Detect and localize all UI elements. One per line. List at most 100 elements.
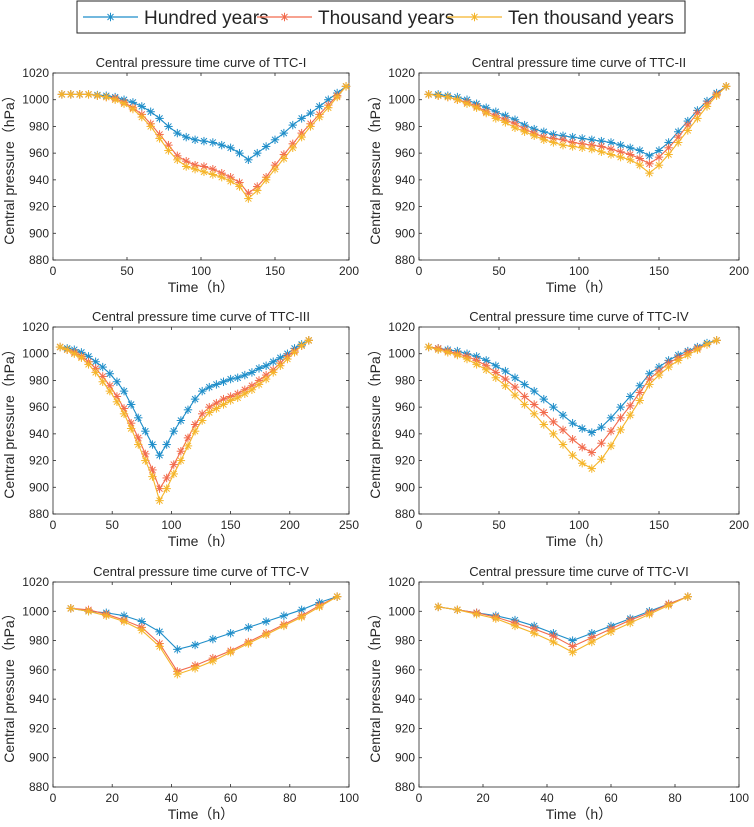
panel-ttc-iii-series-thousand-years-point-d2 bbox=[205, 403, 213, 411]
panel-ttc-i-series-ten-thousand-years-point bbox=[235, 182, 244, 191]
panel-ttc-iv-series-ten-thousand-years-point-d2 bbox=[434, 346, 442, 354]
panel-ttc-v-xtick-label: 40 bbox=[165, 791, 179, 805]
panel-ttc-i-series-hundred-years-point bbox=[128, 98, 138, 107]
panel-ttc-i-ytick-label: 980 bbox=[29, 119, 49, 133]
panel-ttc-i-series-hundred-years-point bbox=[261, 142, 271, 151]
panel-ttc-ii-ytick-label: 1000 bbox=[388, 93, 415, 107]
panel-ttc-iv-series-thousand-years-point bbox=[520, 392, 529, 401]
panel-ttc-v-series-ten-thousand-years-point-d2 bbox=[262, 631, 270, 639]
panel-ttc-iv-series-hundred-years-point-d2 bbox=[502, 367, 509, 375]
panel-ttc-iii-ytick-label: 880 bbox=[29, 507, 49, 521]
panel-ttc-v-series-hundred-years-point-d2 bbox=[298, 606, 305, 614]
panel-ttc-iv-xtick-label: 150 bbox=[649, 518, 669, 532]
panel-ttc-vi-series-ten-thousand-years-line bbox=[438, 596, 689, 653]
panel-ttc-iii-series-hundred-years-point-d2 bbox=[149, 441, 156, 448]
panel-ttc-i-ylabel: Central pressure（hPa） bbox=[1, 88, 17, 244]
panel-ttc-v-title: Central pressure time curve of TTC-V bbox=[93, 564, 309, 579]
panel-ttc-v-series-ten-thousand-years-point-d2 bbox=[138, 626, 146, 634]
panel-ttc-ii-series-ten-thousand-years-point-d2 bbox=[444, 93, 452, 101]
panel-ttc-i-series-hundred-years-point-d2 bbox=[227, 144, 234, 152]
panel-ttc-iii-ytick-label: 1020 bbox=[22, 320, 49, 334]
panel-ttc-iv-series-ten-thousand-years-point bbox=[539, 420, 548, 429]
panel-ttc-i-series-hundred-years-point bbox=[270, 135, 280, 144]
panel-ttc-v-series-ten-thousand-years-point bbox=[66, 604, 75, 613]
panel-ttc-iv-series-thousand-years-point bbox=[549, 417, 558, 427]
panel-ttc-ii-series-hundred-years-point-d2 bbox=[578, 135, 586, 142]
panel-ttc-iv-ytick-label: 880 bbox=[395, 507, 415, 521]
legend-entry-hundred-years: Hundred years bbox=[83, 8, 269, 29]
panel-ttc-i-series-ten-thousand-years-point bbox=[341, 82, 351, 91]
panel-ttc-iv-series-thousand-years-point-d2 bbox=[530, 401, 538, 408]
panel-ttc-ii-series-hundred-years-point-d2 bbox=[626, 144, 634, 152]
panel-ttc-iv-series-ten-thousand-years-point-d2 bbox=[607, 442, 615, 450]
panel-ttc-iv-series-hundred-years-point-d2 bbox=[511, 374, 519, 382]
panel-ttc-iii-series-ten-thousand-years-point-d2 bbox=[170, 470, 178, 478]
panel-ttc-iii-series-ten-thousand-years-point-d2 bbox=[70, 350, 78, 358]
panel-ttc-ii-series-hundred-years-point bbox=[626, 143, 635, 152]
panel-ttc-ii-series-ten-thousand-years bbox=[424, 82, 731, 178]
panel-ttc-ii-series-ten-thousand-years-point-d2 bbox=[425, 91, 432, 98]
panel-ttc-iv-series-ten-thousand-years bbox=[424, 336, 721, 473]
panel-ttc-iv-series-ten-thousand-years-point-d2 bbox=[674, 357, 682, 364]
panel-ttc-iv-series-ten-thousand-years-point-d2 bbox=[511, 391, 519, 399]
panel-ttc-vi-series-ten-thousand-years-point-d2 bbox=[607, 628, 615, 636]
panel-ttc-vi-xtick-label: 100 bbox=[729, 791, 749, 805]
panel-ttc-v-series-hundred-years-point bbox=[173, 645, 182, 654]
panel-ttc-vi-series-ten-thousand-years-point-d2 bbox=[473, 610, 480, 618]
panel-ttc-vi-xtick-label: 20 bbox=[476, 791, 490, 805]
panel-ttc-iii-series-ten-thousand-years-point bbox=[98, 377, 107, 386]
panel-ttc-ii-series-ten-thousand-years-point-d2 bbox=[511, 124, 519, 132]
panel-ttc-i-series-hundred-years-point-d2 bbox=[245, 156, 252, 164]
panel-ttc-iii-series-ten-thousand-years-point bbox=[290, 348, 299, 357]
panel-ttc-i-series-ten-thousand-years-point bbox=[119, 99, 129, 108]
panel-ttc-iii-series-hundred-years-point bbox=[269, 357, 278, 366]
panel-ttc-vi-series-ten-thousand-years-point-d2 bbox=[665, 602, 672, 609]
panel-ttc-iii-series-hundred-years-point bbox=[183, 405, 193, 415]
panel-ttc-i-series-ten-thousand-years-point bbox=[182, 162, 191, 171]
panel-ttc-iii-series-hundred-years-point bbox=[233, 373, 242, 382]
panel-ttc-i-ytick-label: 920 bbox=[29, 200, 49, 214]
panel-ttc-iii-series-thousand-years-point bbox=[169, 460, 178, 469]
panel-ttc-i-series-hundred-years-point-d2 bbox=[182, 133, 190, 141]
panel-ttc-ii-series-thousand-years-point bbox=[635, 154, 644, 163]
panel-ttc-vi-series-ten-thousand-years bbox=[434, 592, 692, 657]
panel-ttc-iii-series-hundred-years-point bbox=[112, 377, 122, 386]
panel-ttc-i-series-ten-thousand-years-point bbox=[208, 170, 218, 179]
panel-ttc-ii-series-thousand-years-point-d2 bbox=[559, 136, 567, 144]
panel-ttc-i-series-ten-thousand-years-point-d2 bbox=[253, 187, 261, 194]
panel-ttc-i-series-ten-thousand-years-point-d2 bbox=[333, 93, 341, 101]
panel-ttc-iv-series-ten-thousand-years-point bbox=[683, 350, 692, 360]
panel-ttc-ii-series-ten-thousand-years-point bbox=[434, 91, 443, 100]
panel-ttc-ii-series-ten-thousand-years-point-d2 bbox=[655, 161, 663, 169]
panel-ttc-iii-series-ten-thousand-years-point bbox=[112, 397, 122, 406]
panel-ttc-iii-series-ten-thousand-years-point bbox=[141, 456, 150, 465]
panel-ttc-v-series-hundred-years-point bbox=[208, 634, 218, 644]
panel-ttc-iv-xtick-label: 200 bbox=[729, 518, 749, 532]
panel-ttc-ii-series-thousand-years-point-d2 bbox=[684, 121, 692, 129]
panel-ttc-iii-series-hundred-years-point bbox=[141, 426, 150, 436]
panel-ttc-iii-series-ten-thousand-years-point bbox=[212, 404, 221, 413]
panel-ttc-iv-xlabel: Time（h） bbox=[546, 533, 612, 549]
panel-ttc-iv-series-hundred-years-point bbox=[626, 392, 635, 401]
panel-ttc-ii-series-ten-thousand-years-point-d2 bbox=[636, 161, 644, 169]
panel-ttc-v-series-ten-thousand-years-point-d2 bbox=[227, 648, 234, 656]
panel-ttc-ii-series-ten-thousand-years-point-d2 bbox=[694, 115, 701, 122]
panel-ttc-iv-series-ten-thousand-years-point-d2 bbox=[569, 451, 576, 459]
panel-ttc-i-series-ten-thousand-years-point-d2 bbox=[324, 104, 332, 112]
panel-ttc-iv-series-hundred-years-point-d2 bbox=[646, 370, 653, 378]
panel-ttc-iii-series-ten-thousand-years-point bbox=[63, 345, 72, 354]
panel-ttc-vi-ytick-label: 1020 bbox=[388, 575, 415, 589]
panel-ttc-ii-series-thousand-years-point-d2 bbox=[617, 148, 624, 156]
panel-ttc-vi-series-ten-thousand-years-point-d2 bbox=[646, 610, 653, 618]
panel-ttc-iii-series-hundred-years-point-d2 bbox=[85, 353, 92, 360]
panel-ttc-iii-series-hundred-years-point bbox=[126, 400, 136, 409]
panel-ttc-iv-series-ten-thousand-years-point bbox=[635, 396, 644, 405]
panel-ttc-iv-series-hundred-years-point-d2 bbox=[540, 395, 548, 403]
panel-ttc-vi-series-ten-thousand-years-point bbox=[606, 627, 616, 636]
panel-ttc-vi-xtick-label: 0 bbox=[416, 791, 423, 805]
panel-ttc-i-series-ten-thousand-years-point-d2 bbox=[289, 144, 297, 152]
panel-ttc-iii-series-ten-thousand-years-point-d2 bbox=[163, 485, 171, 492]
panel-ttc-iv-series-ten-thousand-years-point bbox=[597, 455, 606, 464]
panel-ttc-iv-series-ten-thousand-years-point bbox=[510, 390, 520, 400]
